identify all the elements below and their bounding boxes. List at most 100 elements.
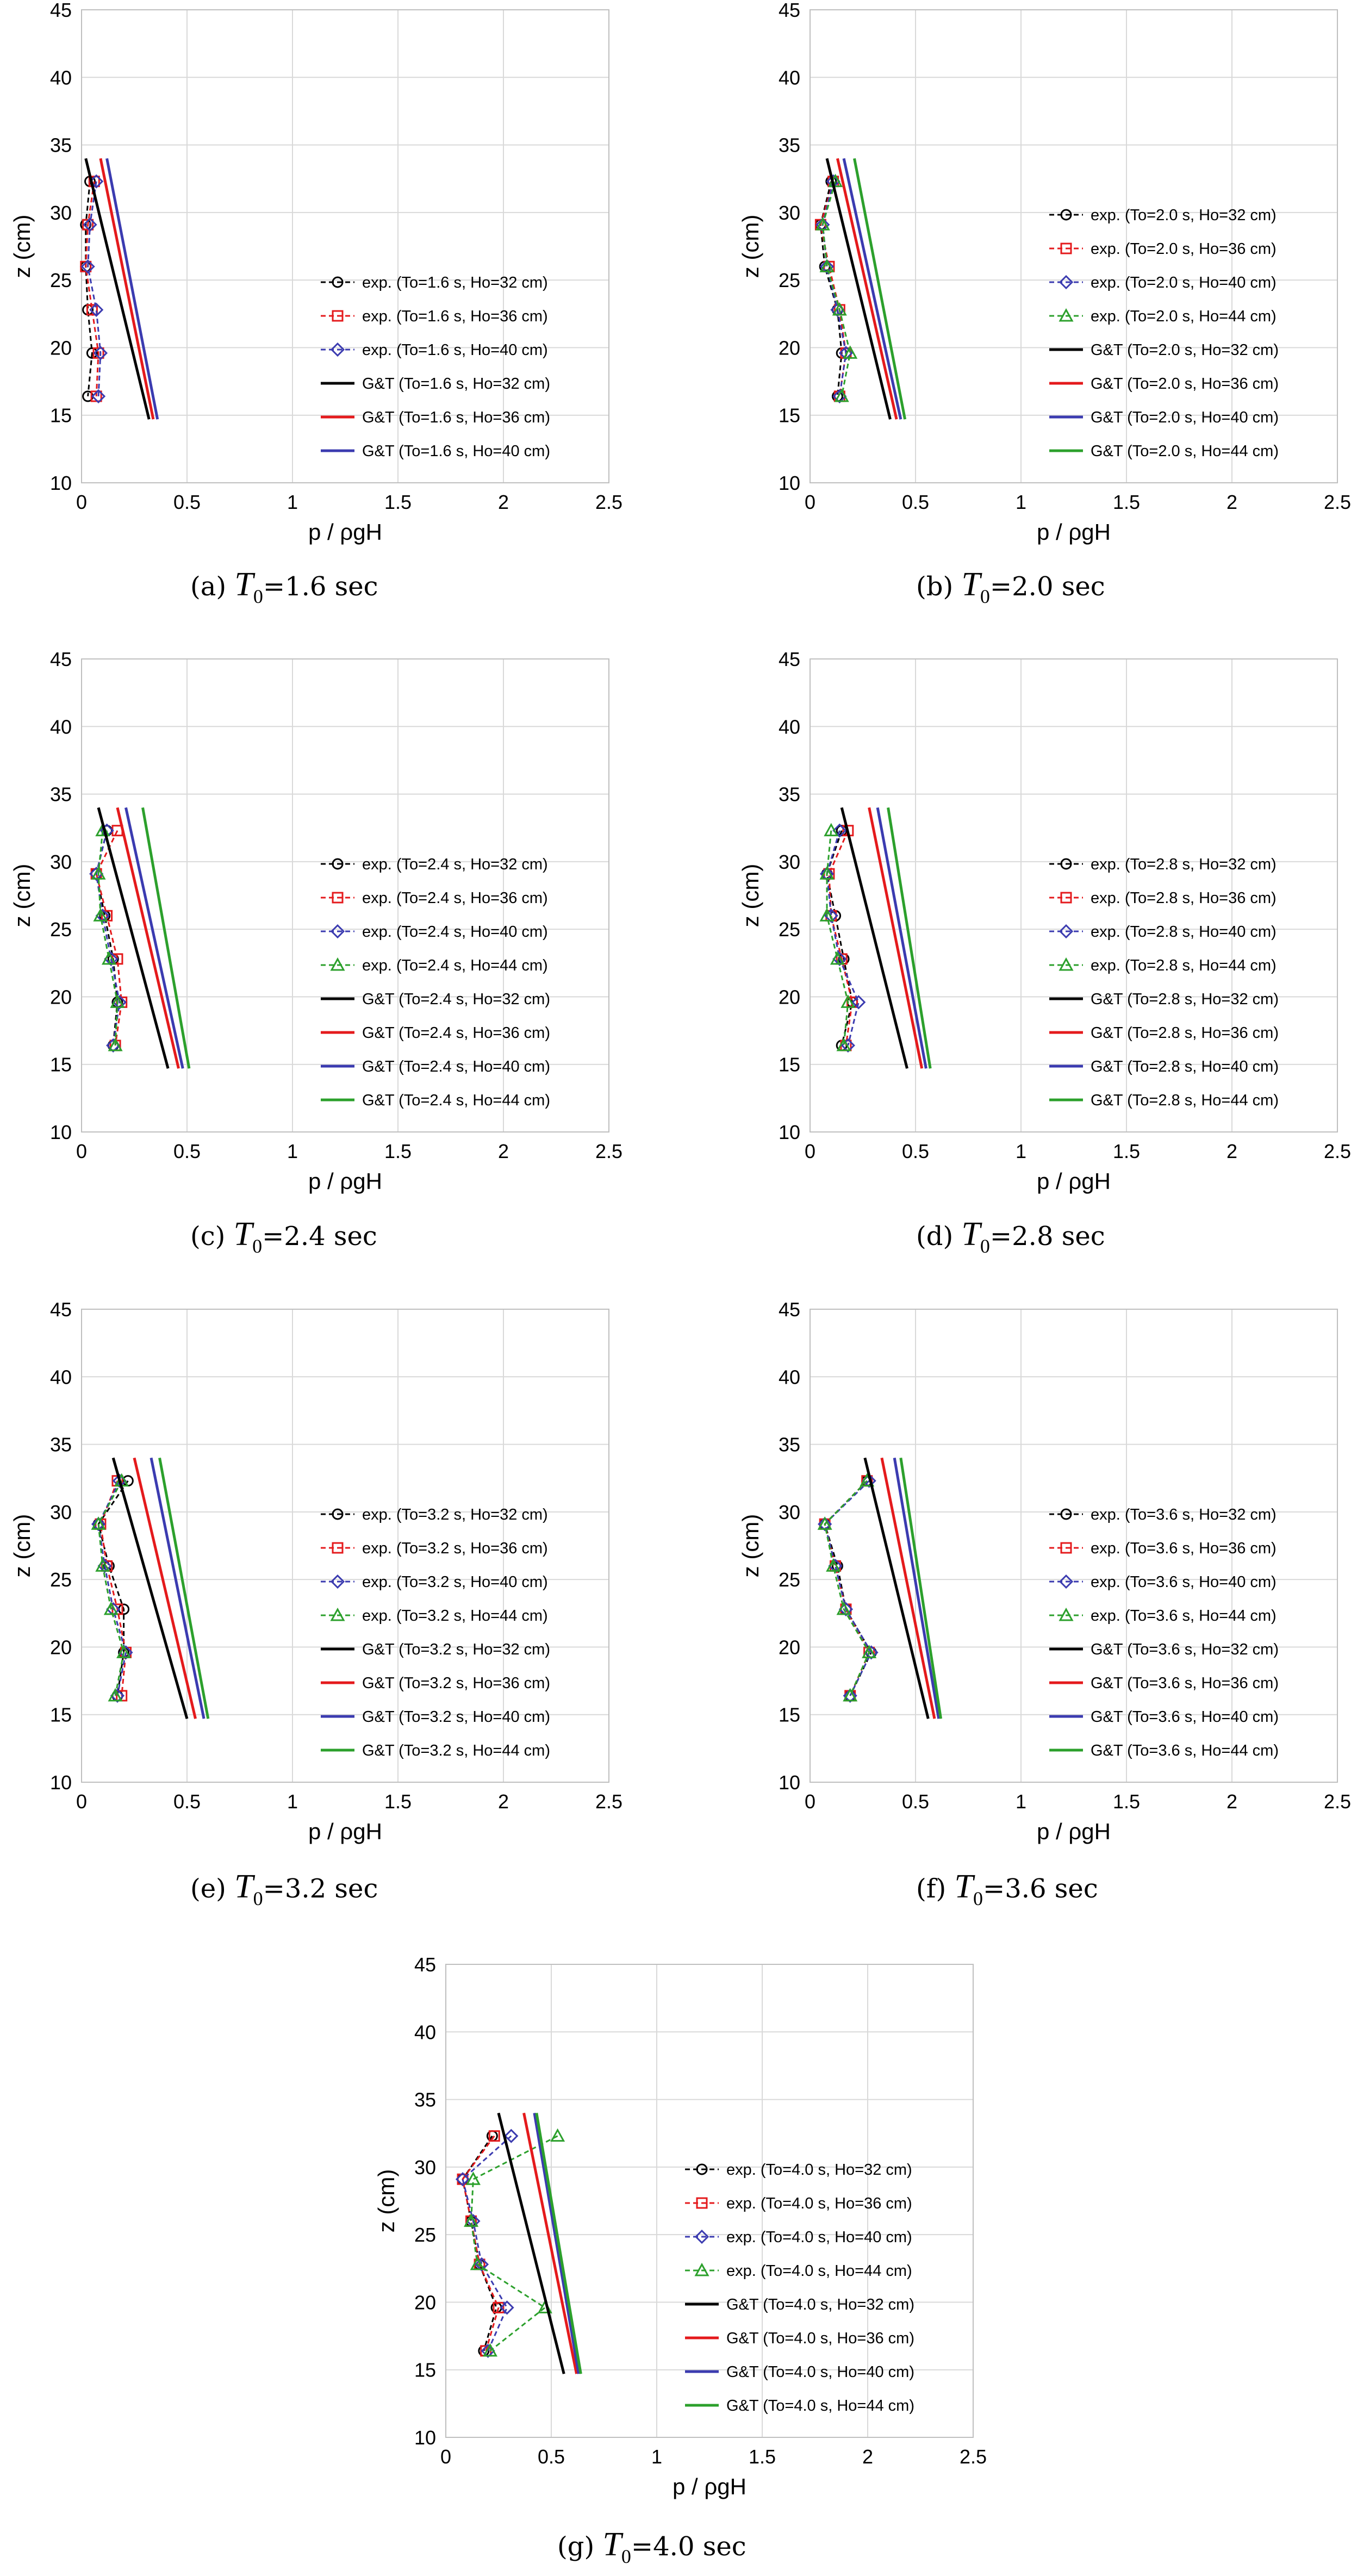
- theory-line: [836, 158, 898, 420]
- legend-entry: exp. (To=2.8 s, Ho=44 cm): [1091, 957, 1277, 974]
- data-point: [824, 823, 839, 837]
- chart-panel-c: 0 0.5 1 1.5 2 2.5 10 15 20 25 30 35 40 45 p / ρgH z (cm…: [9, 648, 622, 1257]
- legend-entry: exp. (To=3.2 s, Ho=40 cm): [362, 1573, 548, 1591]
- data-point: [817, 1516, 832, 1530]
- legend-entry: G&T (To=2.0 s, Ho=40 cm): [1091, 409, 1279, 426]
- x-tick-label: 1.5: [1113, 1140, 1140, 1162]
- theory-line: [150, 1457, 206, 1719]
- exp-line: [824, 1480, 870, 1696]
- theory-line: [887, 807, 932, 1069]
- theory-line: [853, 158, 907, 420]
- y-tick-label: 40: [414, 2021, 436, 2043]
- data-point: [836, 1601, 851, 1615]
- y-tick-label: 15: [779, 405, 800, 427]
- x-tick-label: 1.5: [1113, 1790, 1140, 1813]
- data-point: [474, 2257, 489, 2272]
- caption-subscript: 0: [973, 1888, 983, 1909]
- y-tick-label: 10: [50, 1771, 72, 1794]
- figure-caption: (a) T0=1.6 sec: [190, 566, 378, 607]
- caption-letter: (d): [916, 1221, 961, 1252]
- data-point: [116, 1645, 132, 1658]
- legend-entry: exp. (To=2.0 s, Ho=44 cm): [1091, 308, 1277, 325]
- caption-letter: (g): [557, 2531, 602, 2562]
- caption-subscript: 0: [980, 1235, 990, 1257]
- x-axis-label: p / ρgH: [1037, 519, 1111, 545]
- caption-letter: (e): [190, 1874, 234, 1904]
- data-point: [819, 259, 835, 272]
- data-point: [93, 346, 108, 360]
- legend-entry: G&T (To=2.8 s, Ho=36 cm): [1091, 1024, 1279, 1042]
- data-point: [830, 951, 845, 965]
- y-axis-label: z (cm): [9, 864, 35, 928]
- data-point: [80, 259, 95, 274]
- legend-entry: exp. (To=2.8 s, Ho=36 cm): [1091, 889, 1277, 907]
- theory-line: [880, 1457, 936, 1719]
- data-point: [832, 823, 847, 838]
- data-point: [819, 866, 835, 880]
- legend-marker: [1059, 308, 1074, 322]
- theory-line: [99, 158, 155, 420]
- data-point: [818, 1517, 832, 1532]
- legend-entry: exp. (To=2.4 s, Ho=32 cm): [362, 856, 548, 873]
- x-tick-label: 2.5: [595, 491, 622, 513]
- legend-entry: exp. (To=2.8 s, Ho=40 cm): [1091, 923, 1277, 941]
- x-tick-label: 2: [1227, 1140, 1237, 1162]
- caption-symbol: T: [954, 1868, 975, 1905]
- plot-frame: [810, 658, 1338, 1133]
- data-point: [101, 951, 116, 965]
- x-tick-label: 0.5: [902, 1140, 929, 1162]
- figure-caption: (e) T0=3.2 sec: [190, 1868, 378, 1909]
- exp-line: [821, 181, 851, 397]
- x-tick-label: 1: [651, 2446, 662, 2468]
- y-tick-label: 40: [779, 715, 800, 738]
- exp-line: [826, 830, 860, 1046]
- y-axis-label: z (cm): [738, 864, 763, 928]
- caption-value: =1.6 sec: [263, 571, 378, 602]
- y-tick-label: 30: [414, 2156, 436, 2179]
- caption-symbol: T: [602, 2526, 624, 2563]
- legend-entry: exp. (To=3.6 s, Ho=44 cm): [1091, 1607, 1277, 1625]
- legend-marker: [330, 1574, 345, 1589]
- theory-line: [158, 1457, 210, 1719]
- data-point: [550, 2128, 565, 2142]
- x-tick-label: 1: [1016, 491, 1026, 513]
- legend-entry: G&T (To=2.0 s, Ho=32 cm): [1091, 341, 1279, 359]
- y-tick-label: 10: [779, 1121, 800, 1143]
- legend-entry: G&T (To=3.6 s, Ho=32 cm): [1091, 1641, 1279, 1658]
- exp-line: [87, 181, 102, 396]
- legend-entry: exp. (To=1.6 s, Ho=36 cm): [362, 308, 548, 325]
- exp-line: [824, 1480, 873, 1696]
- theory-line: [825, 158, 892, 420]
- theory-line: [84, 158, 151, 420]
- x-tick-label: 1: [287, 1790, 298, 1813]
- y-tick-label: 25: [50, 269, 72, 291]
- caption-value: =3.6 sec: [983, 1874, 1098, 1904]
- exp-line: [95, 830, 121, 1046]
- legend-entry: exp. (To=2.0 s, Ho=40 cm): [1091, 274, 1277, 291]
- figure-caption: (b) T0=2.0 sec: [916, 566, 1105, 607]
- theory-line: [111, 1457, 189, 1719]
- legend-marker: [1059, 1574, 1074, 1589]
- theory-line: [893, 1458, 941, 1719]
- legend-entry: G&T (To=4.0 s, Ho=36 cm): [726, 2330, 914, 2347]
- data-point: [488, 2130, 500, 2142]
- data-point: [819, 259, 835, 274]
- y-tick-label: 15: [50, 405, 72, 427]
- y-tick-label: 25: [50, 918, 72, 941]
- data-point: [843, 345, 858, 359]
- legend-entry: exp. (To=2.4 s, Ho=44 cm): [362, 957, 548, 974]
- data-point: [455, 2172, 470, 2187]
- y-tick-label: 35: [779, 134, 800, 157]
- legend-marker: [332, 276, 344, 288]
- chart-panel-a: 0 0.5 1 1.5 2 2.5 10 15 20 25 30 35 40 45 p / ρgH z (cm…: [9, 0, 622, 607]
- legend-marker: [696, 2197, 708, 2209]
- caption-symbol: T: [234, 566, 256, 603]
- legend-entry: G&T (To=3.2 s, Ho=36 cm): [362, 1675, 550, 1692]
- legend-entry: exp. (To=2.8 s, Ho=32 cm): [1091, 856, 1277, 873]
- caption-symbol: T: [961, 1216, 982, 1253]
- y-tick-label: 20: [779, 1636, 800, 1658]
- legend-marker: [330, 957, 345, 971]
- data-point: [493, 2301, 505, 2313]
- figure-caption: (c) T0=2.4 sec: [190, 1216, 377, 1257]
